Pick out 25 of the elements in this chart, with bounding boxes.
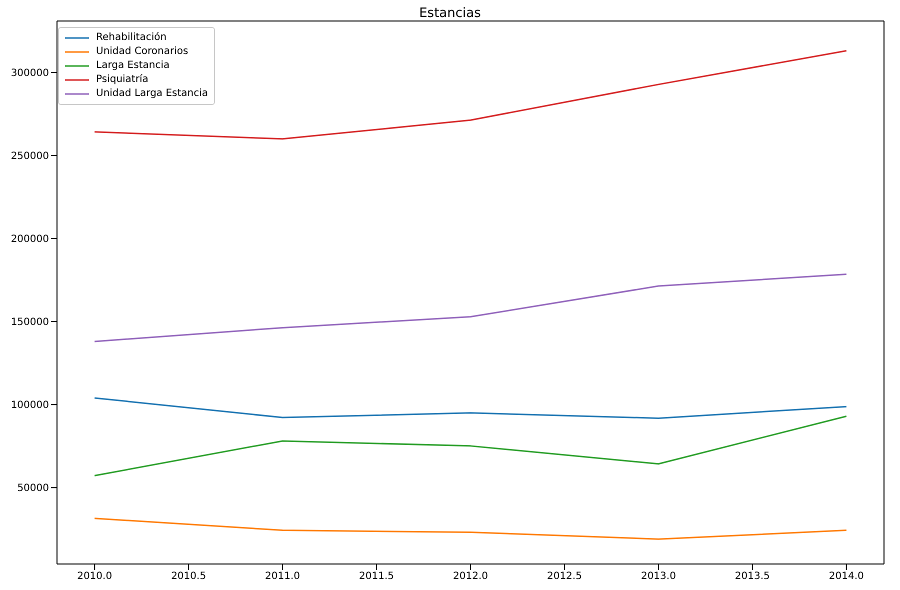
x-tick-label: 2012.5 xyxy=(546,571,582,582)
chart-title: Estancias xyxy=(418,6,482,21)
line-series xyxy=(94,518,848,540)
x-tick-label: 2010.0 xyxy=(77,571,112,582)
x-tick-label: 2014.0 xyxy=(828,571,864,582)
legend-label: Larga Estancia xyxy=(96,59,170,73)
x-tick-label: 2011.5 xyxy=(359,571,394,582)
x-tick-label: 2010.5 xyxy=(171,571,206,582)
y-tick-label: 100000 xyxy=(10,400,49,412)
x-tick-label: 2013.0 xyxy=(640,571,676,582)
legend-label: Unidad Larga Estancia xyxy=(96,87,208,101)
y-tick-label: 250000 xyxy=(10,151,49,162)
y-tick-label: 300000 xyxy=(10,68,49,80)
x-tick-label: 2012.0 xyxy=(453,571,488,582)
legend-label: Rehabilitación xyxy=(96,31,167,45)
legend-label: Psiquiatría xyxy=(96,73,148,87)
line-series xyxy=(94,397,848,419)
y-tick-label: 150000 xyxy=(10,317,49,328)
y-tick-label: 200000 xyxy=(10,234,49,246)
x-tick-label: 2013.5 xyxy=(734,571,770,582)
line-series xyxy=(94,273,848,342)
y-tick-label: 50000 xyxy=(17,483,49,494)
line-series xyxy=(94,415,848,476)
x-tick-label: 2011.0 xyxy=(265,571,300,582)
legend-label: Unidad Coronarios xyxy=(96,45,188,59)
